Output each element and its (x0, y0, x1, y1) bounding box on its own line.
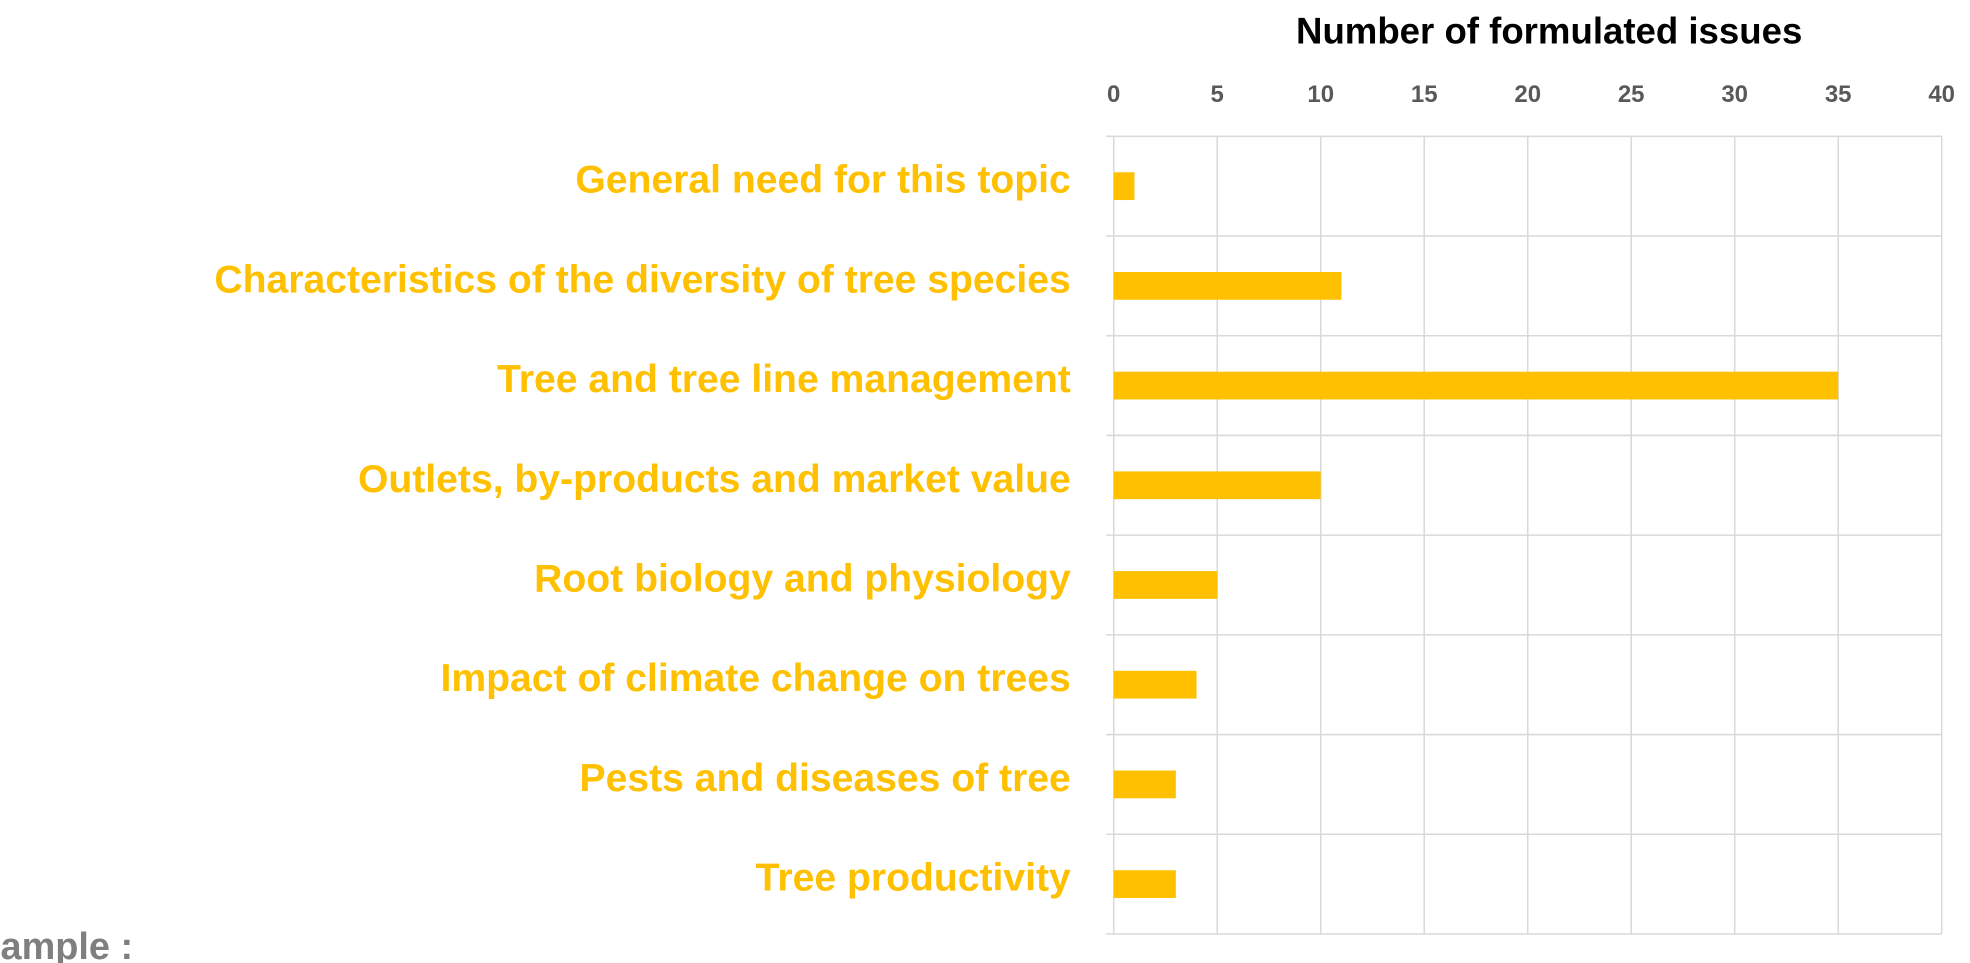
bar (1113, 271, 1342, 300)
x-tick-label: 25 (1618, 81, 1645, 108)
category-label: Outlets, by-products and market value (358, 458, 1071, 501)
bar (1113, 471, 1321, 500)
bar (1113, 870, 1176, 899)
category-label: Pests and diseases of tree (580, 757, 1071, 800)
x-tick-label: 30 (1721, 81, 1748, 108)
bar (1113, 571, 1218, 599)
bar (1113, 371, 1839, 400)
category-label: General need for this topic (575, 159, 1070, 202)
bar (1113, 172, 1135, 201)
x-tick-label: 0 (1107, 81, 1120, 108)
x-tick-label: 10 (1307, 81, 1334, 108)
x-tick-label: 20 (1514, 81, 1541, 108)
category-label: Root biology and physiology (534, 558, 1071, 601)
x-tick-label: 5 (1211, 81, 1224, 108)
bar (1113, 770, 1176, 799)
x-tick-label: 35 (1825, 81, 1852, 108)
chart-title: Number of formulated issues (1296, 11, 1802, 52)
bar (1113, 670, 1197, 699)
category-label: Tree and tree line management (497, 358, 1071, 401)
category-label: Characteristics of the diversity of tree… (214, 258, 1070, 301)
category-label: Tree productivity (756, 857, 1071, 900)
x-tick-label: 15 (1411, 81, 1438, 108)
category-label: Impact of climate change on trees (441, 657, 1071, 700)
x-tick-label: 40 (1928, 81, 1955, 108)
footer-text: ample : (1, 926, 134, 963)
